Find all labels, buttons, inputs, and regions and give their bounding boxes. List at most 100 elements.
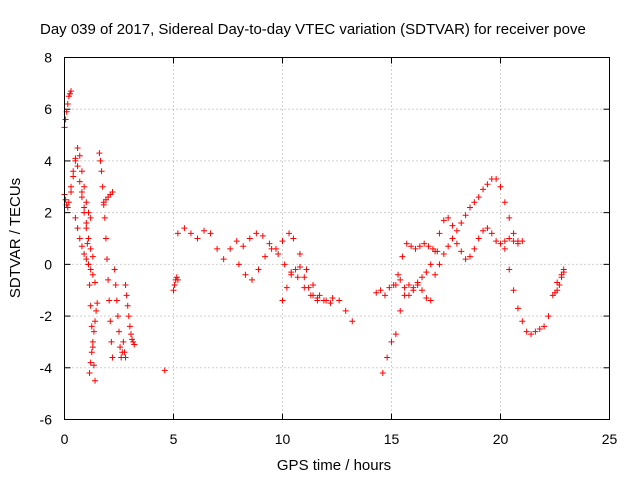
data-point [281, 261, 288, 268]
y-tick-label: 4 [44, 153, 52, 169]
data-point [106, 297, 113, 304]
x-axis-label: GPS time / hours [277, 457, 391, 474]
data-point [90, 362, 97, 369]
plot-frame [64, 57, 610, 420]
data-point [432, 248, 439, 255]
data-point [425, 243, 432, 250]
data-point [96, 150, 103, 157]
data-point [126, 323, 133, 330]
data-point [194, 235, 201, 242]
data-point [100, 201, 107, 208]
data-point [386, 284, 393, 291]
data-point [70, 168, 77, 175]
data-point [342, 307, 349, 314]
data-point [65, 93, 72, 100]
data-point [388, 338, 395, 345]
axis-ticks [64, 57, 610, 420]
data-point [519, 318, 526, 325]
data-point [320, 297, 327, 304]
data-point [233, 238, 240, 245]
data-point [112, 282, 119, 289]
data-point [114, 313, 121, 320]
data-point [416, 243, 423, 250]
data-point [84, 240, 91, 247]
data-point [255, 266, 262, 273]
data-point [81, 251, 88, 258]
data-point [124, 302, 131, 309]
data-point [68, 88, 75, 95]
data-point [81, 204, 88, 211]
data-point [466, 204, 473, 211]
data-point [64, 101, 71, 108]
data-point [440, 251, 447, 258]
data-point [120, 338, 127, 345]
data-point [405, 292, 412, 299]
data-point [412, 245, 419, 252]
data-point [170, 287, 177, 294]
data-point [107, 318, 114, 325]
data-point [480, 186, 487, 193]
y-tick-labels: -6 -4 -2 0 2 4 6 8 [40, 50, 53, 428]
data-point [488, 230, 495, 237]
data-point [419, 287, 426, 294]
data-point [253, 230, 260, 237]
data-point [279, 238, 286, 245]
data-point [207, 230, 214, 237]
x-tick-label: 10 [275, 431, 291, 447]
data-point [528, 331, 535, 338]
data-point [81, 209, 88, 216]
data-point [98, 168, 105, 175]
data-point [462, 212, 469, 219]
data-point [541, 323, 548, 330]
data-point [85, 261, 92, 268]
data-point [427, 297, 434, 304]
y-tick-label: -4 [40, 360, 53, 376]
y-tick-label: -6 [40, 412, 53, 428]
data-point [74, 163, 81, 170]
data-point [493, 238, 500, 245]
x-tick-label: 5 [170, 431, 178, 447]
data-point [109, 188, 116, 195]
data-point [379, 369, 386, 376]
data-point [536, 326, 543, 332]
data-point [401, 284, 408, 291]
data-point [556, 282, 563, 289]
data-point [87, 214, 94, 221]
data-point [523, 328, 530, 335]
data-point [113, 297, 120, 304]
data-point [90, 328, 97, 335]
grid-lines [64, 57, 610, 420]
y-tick-label: 2 [44, 205, 52, 221]
data-point [117, 344, 124, 351]
data-point [173, 274, 180, 281]
data-point [506, 235, 513, 242]
data-point [403, 240, 410, 247]
data-point [70, 173, 77, 180]
data-point [116, 328, 122, 335]
data-point [554, 287, 561, 294]
data-point [65, 199, 72, 206]
data-point [240, 243, 247, 250]
data-point [445, 214, 452, 221]
data-point [545, 313, 552, 320]
data-point [449, 235, 456, 242]
data-point [329, 294, 336, 301]
data-point [121, 349, 128, 356]
data-point [87, 266, 94, 273]
data-point [453, 240, 460, 247]
data-point [94, 300, 101, 307]
data-point [68, 183, 75, 190]
data-point [414, 282, 421, 289]
data-point [501, 238, 508, 245]
data-point [87, 359, 94, 366]
data-point [187, 230, 194, 237]
data-point [395, 271, 402, 278]
data-point [484, 181, 491, 188]
data-point [421, 240, 428, 247]
data-point [397, 276, 404, 283]
data-point [301, 274, 308, 281]
data-point [246, 235, 253, 242]
data-point [560, 269, 567, 276]
data-point [292, 266, 299, 273]
